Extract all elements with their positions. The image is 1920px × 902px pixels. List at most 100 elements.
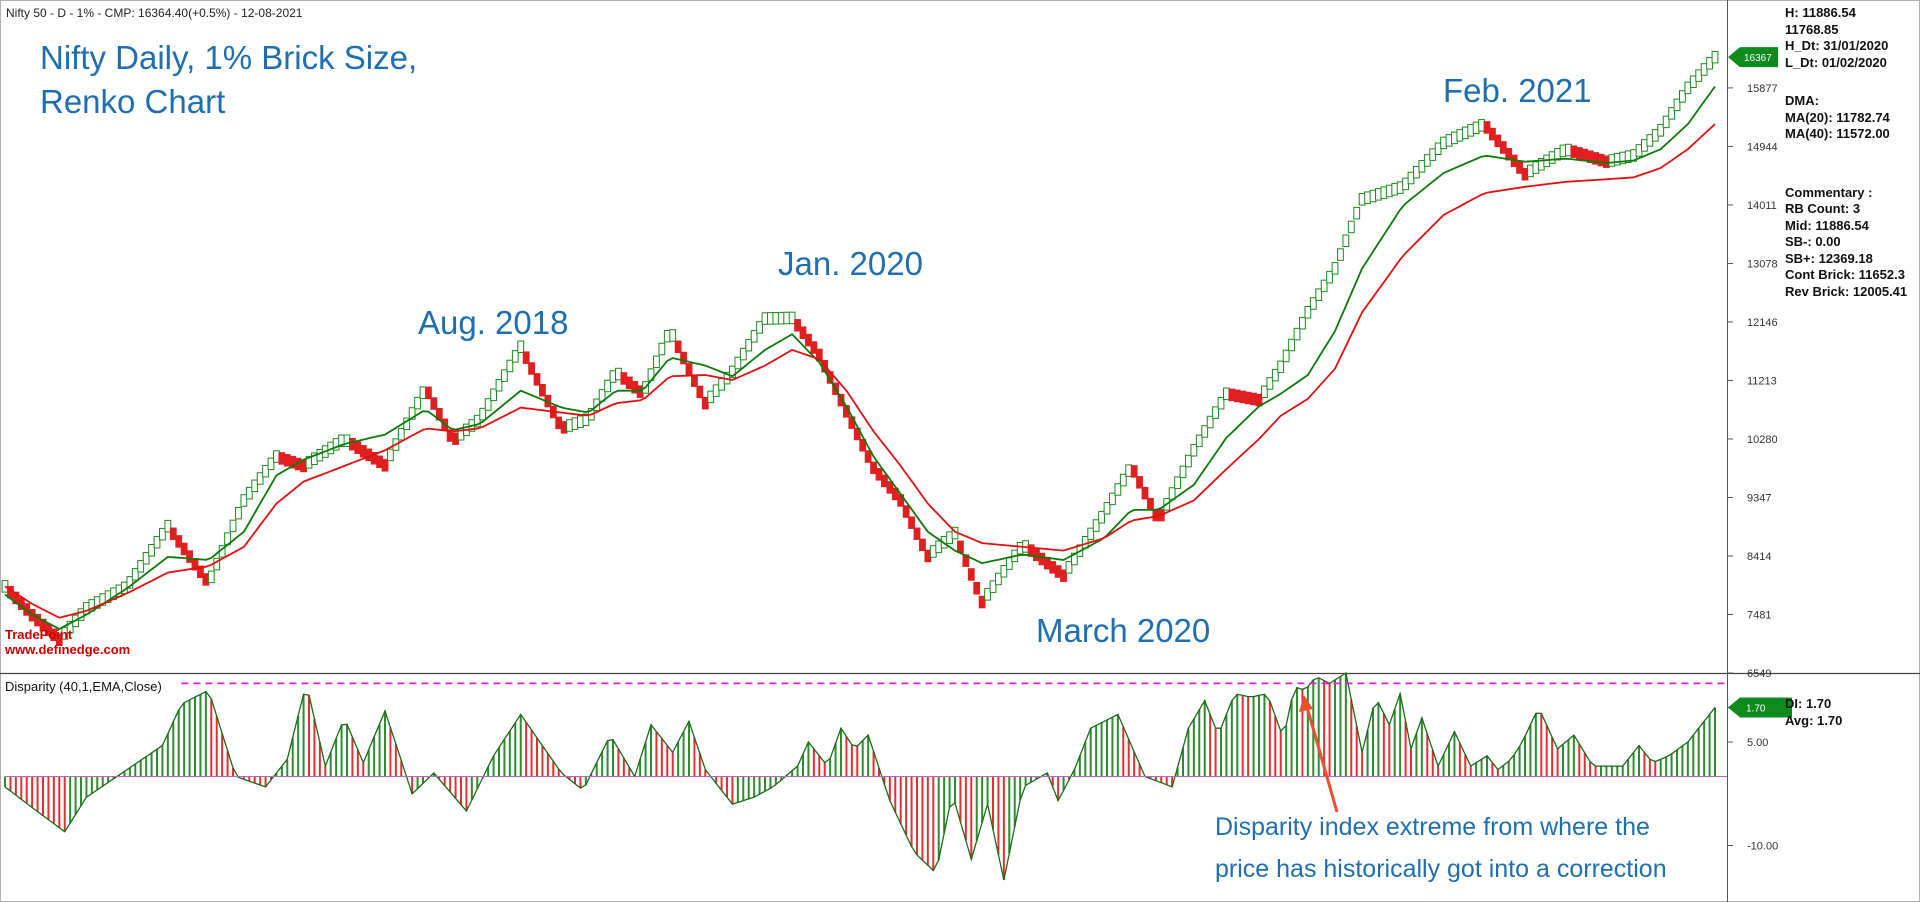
up-brick: [712, 384, 720, 397]
down-brick: [197, 565, 204, 579]
up-brick: [1119, 473, 1127, 487]
up-brick: [511, 350, 519, 363]
down-brick: [701, 396, 709, 410]
up-brick: [131, 568, 139, 581]
up-brick: [1657, 124, 1665, 137]
up-brick: [506, 359, 514, 373]
moving-averages: [4, 85, 1716, 631]
title-line-2: Renko Chart: [40, 83, 226, 120]
down-brick: [881, 474, 888, 488]
dma-title: DMA:: [1785, 93, 1819, 108]
up-brick: [397, 427, 405, 441]
up-brick: [479, 407, 487, 421]
down-brick: [180, 542, 188, 556]
markers: 16367 1.70: [1728, 47, 1792, 718]
cont-brick: Cont Brick: 11652.3: [1785, 267, 1905, 282]
down-brick: [691, 374, 698, 387]
up-brick: [495, 378, 503, 392]
down-brick: [973, 582, 981, 595]
up-brick: [1092, 519, 1100, 532]
down-brick: [381, 459, 389, 472]
up-brick: [517, 340, 525, 354]
up-brick: [1206, 415, 1214, 429]
up-brick: [788, 311, 796, 325]
brand-name: TradePoint: [5, 627, 73, 642]
down-brick: [919, 538, 926, 552]
down-brick: [696, 385, 704, 399]
down-brick: [908, 516, 915, 529]
price-tick-label: 12146: [1747, 317, 1778, 329]
chart-title: Nifty Daily, 1% Brick Size, Renko Chart: [40, 36, 417, 124]
up-brick: [750, 330, 758, 343]
chart-header: Nifty 50 - D - 1% - CMP: 16364.40(+0.5%)…: [6, 6, 303, 20]
avg-value: Avg: 1.70: [1785, 712, 1843, 728]
annotation-feb-2021: Feb. 2021: [1443, 72, 1592, 109]
down-brick: [875, 468, 883, 481]
up-brick: [1271, 368, 1279, 382]
down-brick: [886, 481, 894, 494]
up-brick: [745, 338, 753, 352]
ma40-value: MA(40): 11572.00: [1785, 126, 1890, 141]
down-brick: [891, 487, 899, 501]
up-brick: [1217, 396, 1225, 410]
up-brick: [995, 572, 1002, 586]
up-brick: [1337, 248, 1344, 261]
price-tick-label: 7481: [1747, 610, 1771, 622]
down-brick: [528, 362, 535, 375]
price-tick-label: 6549: [1747, 668, 1771, 680]
down-brick: [1141, 486, 1149, 500]
price-tick-label: 8414: [1747, 551, 1771, 563]
callout-line-1: Disparity index extreme from where the: [1215, 813, 1650, 841]
up-brick: [66, 620, 74, 634]
up-brick: [1266, 377, 1274, 390]
disparity-outline: [4, 671, 1716, 881]
down-brick: [805, 333, 812, 347]
ma20-value: MA(20): 11782.74: [1785, 109, 1890, 125]
down-brick: [674, 340, 682, 354]
down-brick: [1060, 569, 1067, 582]
down-brick: [1147, 497, 1154, 511]
callout-line-2: price has historically got into a correc…: [1215, 855, 1667, 883]
down-brick: [680, 351, 687, 365]
up-brick: [739, 347, 747, 361]
up-brick: [658, 342, 666, 356]
down-brick: [430, 397, 438, 410]
up-brick: [245, 486, 253, 500]
up-brick: [1711, 50, 1719, 64]
up-brick: [1277, 360, 1285, 374]
up-brick: [1331, 262, 1339, 275]
up-brick: [207, 570, 215, 584]
down-brick: [978, 595, 986, 609]
up-brick: [408, 407, 416, 420]
down-brick: [175, 535, 183, 548]
price-marker-label: 16367: [1744, 53, 1772, 64]
down-brick: [1494, 134, 1502, 148]
ma40-line: [4, 123, 1716, 619]
mid-value: Mid: 11886.54: [1785, 217, 1869, 233]
up-brick: [490, 388, 497, 402]
up-brick: [229, 519, 237, 533]
up-brick: [1109, 492, 1116, 506]
up-brick: [1185, 454, 1192, 468]
price-tick-label: 15877: [1747, 83, 1778, 95]
price-tick-label: 13078: [1747, 258, 1778, 270]
up-brick: [61, 627, 69, 640]
info-low-date: L_Dt: 01/02/2020: [1785, 54, 1887, 70]
price-tick-label: 9347: [1747, 492, 1771, 504]
down-brick: [913, 527, 921, 541]
up-brick: [1679, 90, 1686, 103]
up-brick: [1000, 565, 1008, 578]
down-brick: [685, 363, 693, 376]
info-low: 11768.85: [1785, 21, 1839, 37]
disparity-callout: Disparity index extreme from where the p…: [1215, 806, 1667, 890]
up-brick: [1179, 465, 1187, 479]
up-brick: [989, 580, 997, 593]
up-brick: [1353, 206, 1361, 220]
up-brick: [126, 576, 134, 589]
price-marker: [1728, 47, 1778, 68]
annotation-aug-2018: Aug. 2018: [418, 304, 569, 341]
up-brick: [984, 588, 991, 601]
up-brick: [1668, 107, 1675, 120]
up-brick: [1065, 561, 1073, 574]
